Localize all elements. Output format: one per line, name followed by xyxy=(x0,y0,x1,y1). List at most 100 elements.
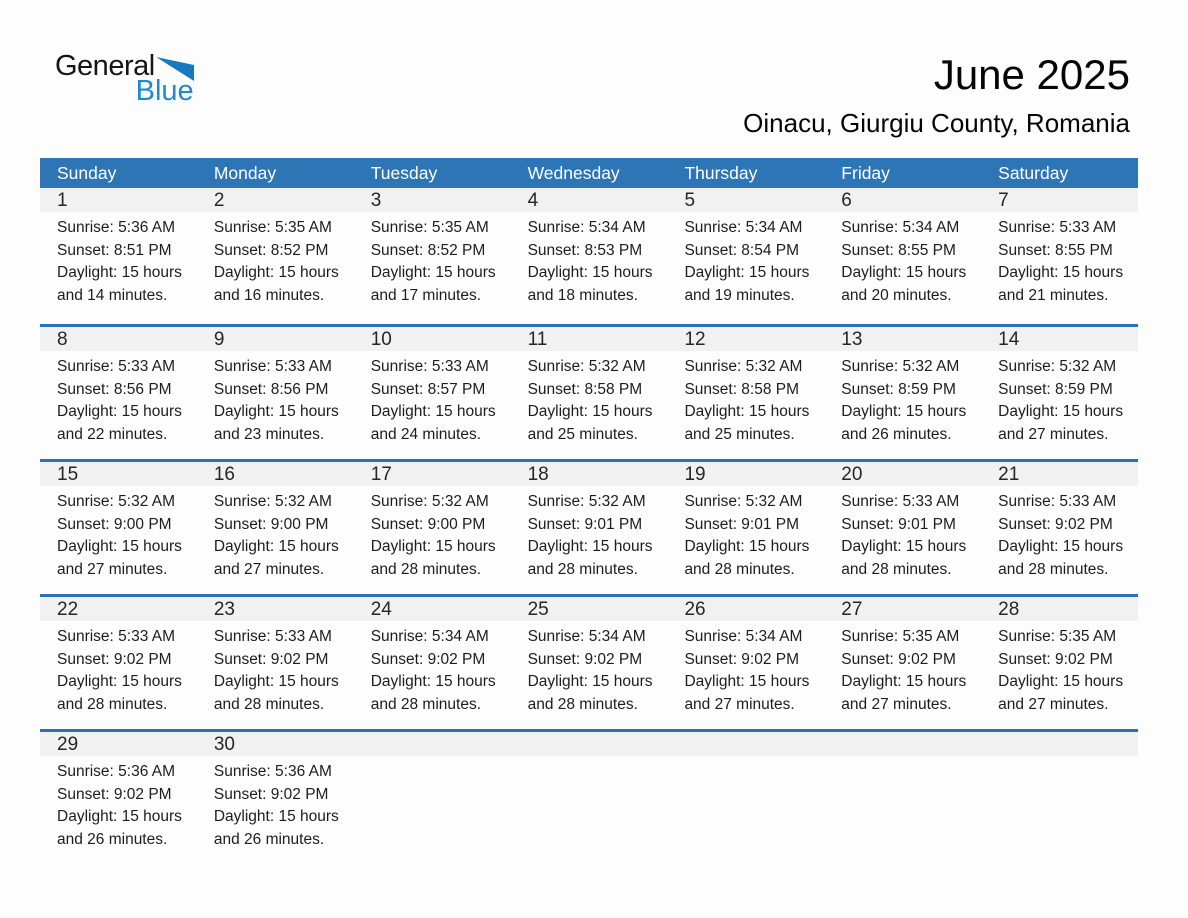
day-number: 15 xyxy=(40,462,197,486)
sunrise-text: Sunrise: 5:34 AM xyxy=(527,628,646,645)
daylight-text: Daylight: 15 hours and 16 minutes. xyxy=(213,264,339,304)
day-details: Sunrise: 5:34 AM Sunset: 9:02 PM Daylight:… xyxy=(511,621,668,716)
logo-text-blue: Blue xyxy=(135,75,194,107)
day-number: 14 xyxy=(981,327,1139,351)
day-cell: 7 Sunrise: 5:33 AM Sunset: 8:55 PM Daylight… xyxy=(981,188,1139,324)
daylight-text: Daylight: 15 hours and 14 minutes. xyxy=(57,264,182,304)
day-details: Sunrise: 5:33 AM Sunset: 9:01 PM Daylight:… xyxy=(824,486,981,581)
sunset-text: Sunset: 9:02 PM xyxy=(213,785,329,803)
day-cell: 14 Sunrise: 5:32 AM Sunset: 8:59 PM Dayligh… xyxy=(981,327,1139,459)
day-cell: 26 Sunrise: 5:34 AM Sunset: 9:02 PM Dayligh… xyxy=(667,597,825,729)
weekday-header-tuesday: Tuesday xyxy=(370,163,438,183)
sunrise-text: Sunrise: 5:36 AM xyxy=(57,219,176,236)
day-number: 8 xyxy=(40,327,197,351)
day-number: 2 xyxy=(196,188,354,212)
day-number: 17 xyxy=(353,462,511,486)
day-cell: 27 Sunrise: 5:35 AM Sunset: 9:02 PM Dayligh… xyxy=(824,597,982,729)
day-cell: 21 Sunrise: 5:33 AM Sunset: 9:02 PM Dayligh… xyxy=(981,462,1139,594)
day-cell: 28 Sunrise: 5:35 AM Sunset: 9:02 PM Dayligh… xyxy=(981,597,1139,729)
sunset-text: Sunset: 8:56 PM xyxy=(213,380,329,398)
day-cell: 2 Sunrise: 5:35 AM Sunset: 8:52 PM Daylight… xyxy=(196,188,354,324)
day-details: Sunrise: 5:33 AM Sunset: 8:56 PM Daylight:… xyxy=(197,351,354,446)
daylight-text: Daylight: 15 hours and 28 minutes. xyxy=(527,538,653,578)
day-cell: 22 Sunrise: 5:33 AM Sunset: 9:02 PM Dayligh… xyxy=(40,597,197,729)
empty-cell xyxy=(667,732,825,864)
weekday-header-row: Sunday Monday Tuesday Wednesday Thursday Frid… xyxy=(40,158,1138,188)
sunset-text: Sunset: 8:58 PM xyxy=(684,380,800,398)
page-title: June 2025 xyxy=(933,51,1130,98)
sunrise-text: Sunrise: 5:32 AM xyxy=(841,358,960,375)
day-number xyxy=(353,732,511,756)
daylight-text: Daylight: 15 hours and 21 minutes. xyxy=(998,264,1124,304)
day-number xyxy=(510,732,668,756)
sunset-text: Sunset: 8:55 PM xyxy=(998,241,1113,259)
sunrise-text: Sunrise: 5:33 AM xyxy=(57,358,176,375)
daylight-text: Daylight: 15 hours and 26 minutes. xyxy=(57,808,182,848)
day-details: Sunrise: 5:32 AM Sunset: 9:00 PM Daylight:… xyxy=(40,486,197,581)
empty-cell xyxy=(510,732,668,864)
day-number: 11 xyxy=(510,327,668,351)
day-number: 29 xyxy=(40,732,197,756)
daylight-text: Daylight: 15 hours and 28 minutes. xyxy=(370,673,496,713)
page-header: General Blue June 2025 Oinacu, Giurgiu C… xyxy=(40,0,1138,158)
sunset-text: Sunset: 8:55 PM xyxy=(841,241,956,259)
daylight-text: Daylight: 15 hours and 27 minutes. xyxy=(998,403,1124,443)
daylight-text: Daylight: 15 hours and 27 minutes. xyxy=(57,538,182,578)
sunrise-text: Sunrise: 5:35 AM xyxy=(841,628,960,645)
day-details: Sunrise: 5:36 AM Sunset: 8:51 PM Daylight:… xyxy=(40,212,197,307)
sunrise-text: Sunrise: 5:32 AM xyxy=(213,493,332,510)
day-number: 18 xyxy=(510,462,668,486)
day-cell: 1 Sunrise: 5:36 AM Sunset: 8:51 PM Daylight… xyxy=(40,188,197,324)
sunrise-text: Sunrise: 5:32 AM xyxy=(527,358,646,375)
sunrise-text: Sunrise: 5:36 AM xyxy=(213,763,332,780)
sunrise-text: Sunrise: 5:32 AM xyxy=(370,493,489,510)
sunrise-text: Sunrise: 5:34 AM xyxy=(841,219,960,236)
day-details: Sunrise: 5:33 AM Sunset: 8:57 PM Daylight:… xyxy=(354,351,511,446)
day-details: Sunrise: 5:34 AM Sunset: 8:53 PM Daylight:… xyxy=(511,212,668,307)
day-number: 22 xyxy=(40,597,197,621)
day-details: Sunrise: 5:32 AM Sunset: 8:58 PM Daylight:… xyxy=(511,351,668,446)
sunset-text: Sunset: 9:00 PM xyxy=(213,515,329,533)
day-details: Sunrise: 5:35 AM Sunset: 8:52 PM Daylight:… xyxy=(197,212,354,307)
day-cell: 17 Sunrise: 5:32 AM Sunset: 9:00 PM Dayligh… xyxy=(353,462,511,594)
day-number: 12 xyxy=(667,327,825,351)
daylight-text: Daylight: 15 hours and 26 minutes. xyxy=(841,403,967,443)
daylight-text: Daylight: 15 hours and 28 minutes. xyxy=(370,538,496,578)
calendar: Sunday Monday Tuesday Wednesday Thursday Frid… xyxy=(40,158,1139,864)
sunrise-text: Sunrise: 5:33 AM xyxy=(998,219,1117,236)
empty-cell xyxy=(981,732,1139,864)
sunrise-text: Sunrise: 5:34 AM xyxy=(527,219,646,236)
sunrise-text: Sunrise: 5:34 AM xyxy=(684,628,803,645)
sunset-text: Sunset: 9:00 PM xyxy=(370,515,486,533)
day-cell: 4 Sunrise: 5:34 AM Sunset: 8:53 PM Daylight… xyxy=(510,188,668,324)
daylight-text: Daylight: 15 hours and 25 minutes. xyxy=(684,403,810,443)
day-details: Sunrise: 5:35 AM Sunset: 9:02 PM Daylight:… xyxy=(981,621,1138,716)
day-details: Sunrise: 5:34 AM Sunset: 9:02 PM Daylight:… xyxy=(354,621,511,716)
day-details: Sunrise: 5:34 AM Sunset: 8:55 PM Daylight:… xyxy=(824,212,981,307)
sunset-text: Sunset: 8:51 PM xyxy=(57,241,172,259)
day-cell: 18 Sunrise: 5:32 AM Sunset: 9:01 PM Dayligh… xyxy=(510,462,668,594)
day-cell: 12 Sunrise: 5:32 AM Sunset: 8:58 PM Dayligh… xyxy=(667,327,825,459)
day-number: 4 xyxy=(510,188,668,212)
day-number: 21 xyxy=(981,462,1139,486)
sunrise-text: Sunrise: 5:33 AM xyxy=(370,358,489,375)
day-cell: 5 Sunrise: 5:34 AM Sunset: 8:54 PM Daylight… xyxy=(667,188,825,324)
day-number: 9 xyxy=(196,327,354,351)
day-cell: 19 Sunrise: 5:32 AM Sunset: 9:01 PM Dayligh… xyxy=(667,462,825,594)
weekday-header-saturday: Saturday xyxy=(998,163,1069,183)
daylight-text: Daylight: 15 hours and 24 minutes. xyxy=(370,403,496,443)
daylight-text: Daylight: 15 hours and 26 minutes. xyxy=(213,808,339,848)
week-row: 22 Sunrise: 5:33 AM Sunset: 9:02 PM Dayligh… xyxy=(40,594,1139,729)
day-details: Sunrise: 5:35 AM Sunset: 8:52 PM Daylight:… xyxy=(354,212,511,307)
day-number: 5 xyxy=(667,188,825,212)
sunset-text: Sunset: 8:56 PM xyxy=(57,380,172,398)
sunset-text: Sunset: 8:59 PM xyxy=(998,380,1113,398)
sunrise-text: Sunrise: 5:32 AM xyxy=(684,493,803,510)
empty-cell xyxy=(824,732,982,864)
day-number: 26 xyxy=(667,597,825,621)
daylight-text: Daylight: 15 hours and 20 minutes. xyxy=(841,264,967,304)
sunset-text: Sunset: 8:59 PM xyxy=(841,380,956,398)
day-number: 1 xyxy=(40,188,197,212)
day-cell: 11 Sunrise: 5:32 AM Sunset: 8:58 PM Dayligh… xyxy=(510,327,668,459)
